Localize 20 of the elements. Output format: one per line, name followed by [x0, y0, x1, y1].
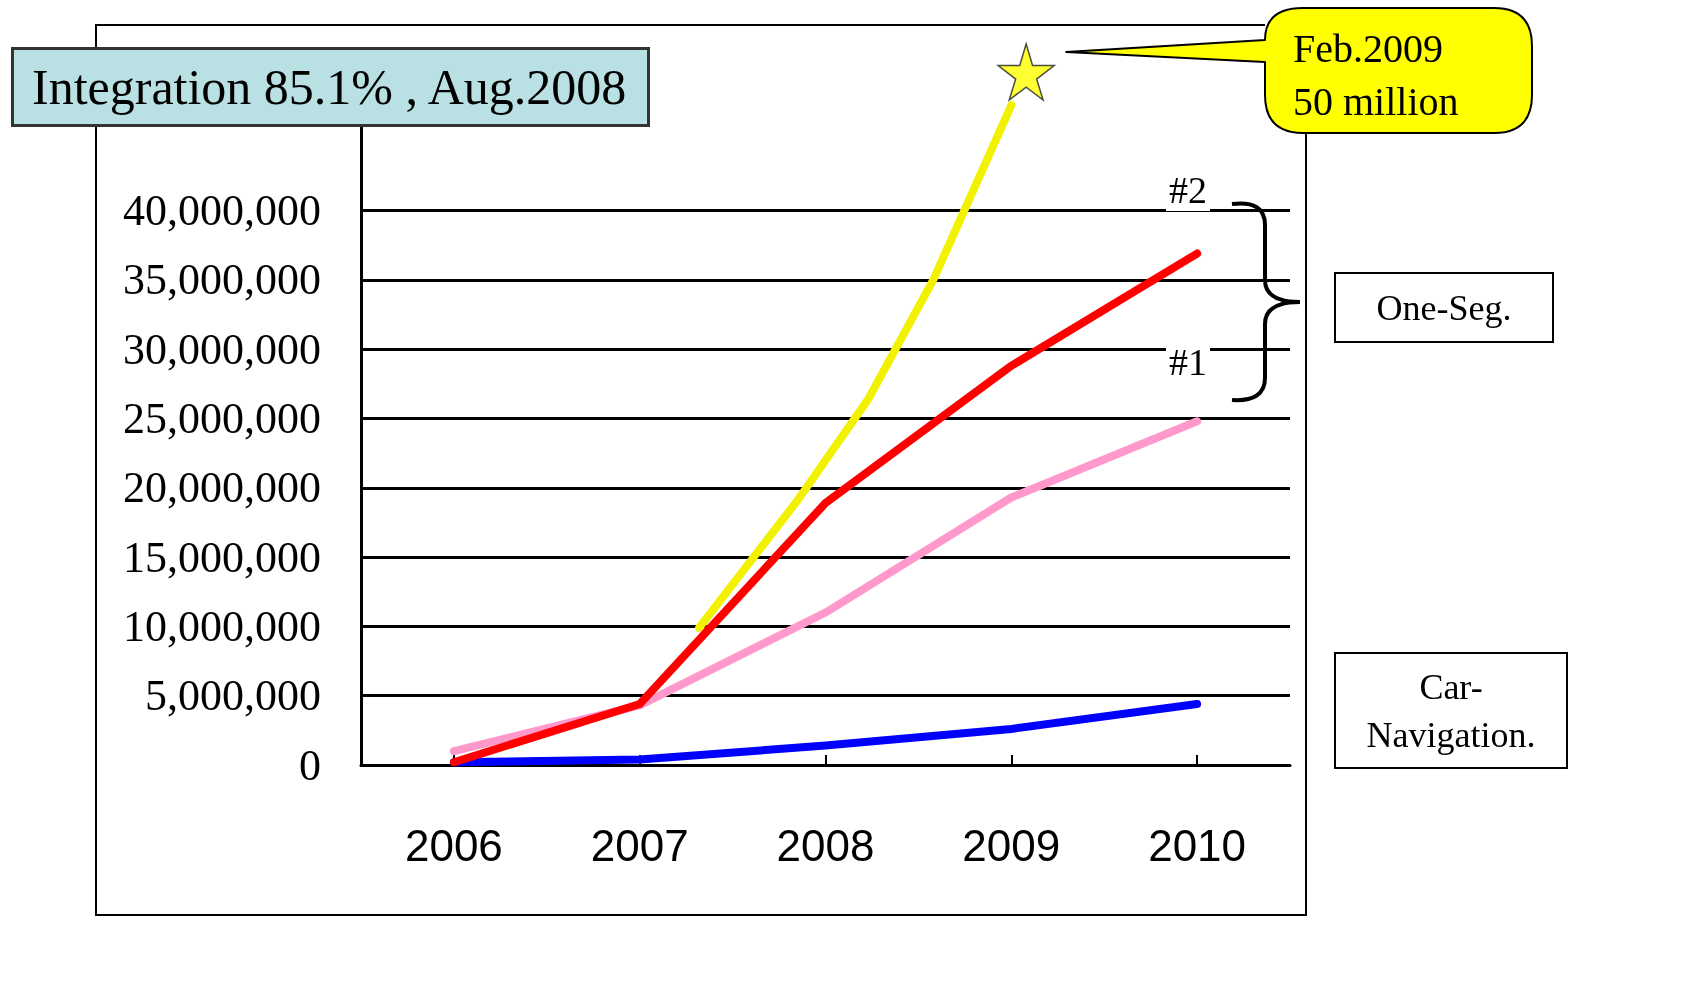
y-tick-label: 35,000,000	[123, 255, 321, 305]
text: Car- Navigation.	[1366, 666, 1536, 755]
y-tick-label: 0	[299, 740, 321, 790]
y-tick-label: 25,000,000	[123, 394, 321, 443]
y-tick-label: 5,000,000	[145, 671, 321, 721]
x-tick-label: 2006	[404, 820, 503, 870]
y-tick-label: 30,000,000	[123, 324, 321, 374]
x-tick-label: 2009	[962, 820, 1061, 870]
y-tick-label: 10,000,000	[123, 601, 321, 651]
x-tick-label: 2007	[590, 820, 689, 870]
chart-title: Integration 85.1% , Aug.2008	[32, 59, 627, 115]
x-tick-label: 2010	[1148, 820, 1247, 870]
text: One-Seg.	[1376, 287, 1512, 328]
text: Feb.2009 50 million	[1293, 26, 1459, 124]
y-tick-label: 15,000,000	[123, 532, 321, 582]
x-tick-label: 2008	[776, 820, 875, 870]
annotation: #1	[1169, 341, 1207, 383]
annotation: #2	[1169, 169, 1207, 211]
y-tick-label: 20,000,000	[123, 463, 321, 513]
y-tick-label: 40,000,000	[123, 186, 321, 236]
